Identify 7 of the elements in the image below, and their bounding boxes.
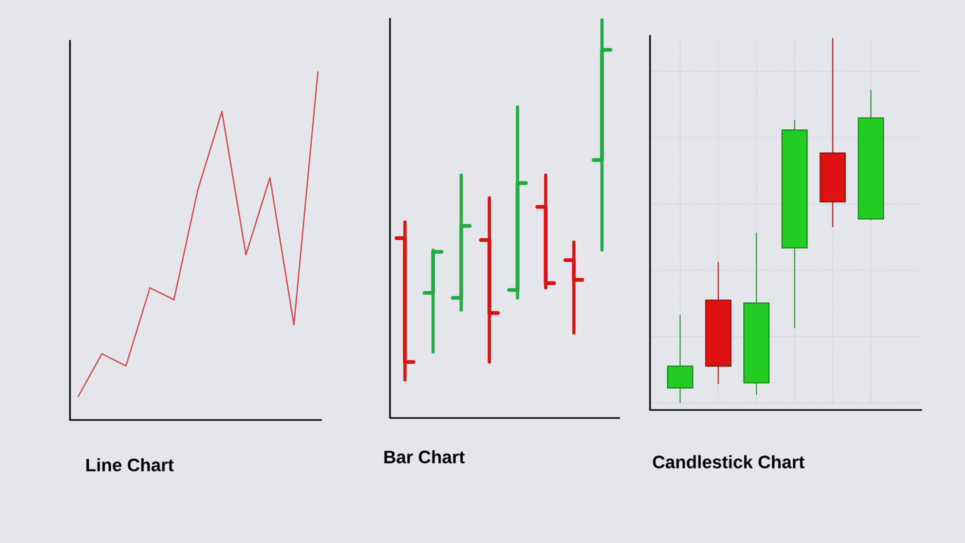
candlestick [535,174,556,290]
candlestick [592,18,612,252]
candlestick [450,174,472,312]
candlestick [564,240,584,334]
text: Bar Chart [384,450,465,464]
text: Candlestick Chart [652,455,804,468]
text: Line Chart [86,458,174,472]
